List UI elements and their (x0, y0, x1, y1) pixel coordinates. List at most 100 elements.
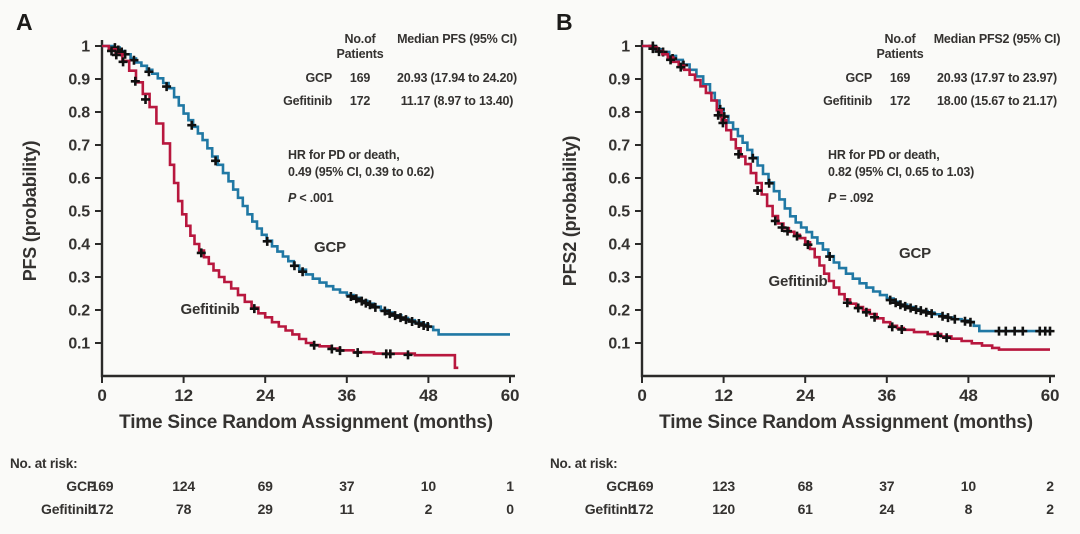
censor-mark-gefitinib (118, 57, 128, 67)
y-tick-label: 0.2 (68, 303, 90, 320)
panel-a: A10.90.80.70.60.50.40.30.20.10 12 24 36 48 60… (10, 9, 519, 517)
x-axis-title: Time Since Random Assignment (months) (119, 412, 493, 433)
censor-mark-gcp (938, 311, 948, 321)
censor-mark-gcp (346, 291, 356, 301)
censor-mark-gefitinib (734, 149, 744, 159)
censor-mark-gcp (895, 300, 905, 310)
censor-mark-gefitinib (676, 62, 686, 72)
hr-annotation-line: 0.82 (95% CI, 0.65 to 1.03) (828, 165, 974, 179)
censor-mark-gefitinib (353, 348, 363, 358)
censor-mark-gefitinib (861, 307, 871, 317)
censor-mark-gefitinib (783, 226, 793, 236)
km-curve-gefitinib (102, 44, 459, 370)
censor-mark-gefitinib (753, 186, 763, 196)
y-tick-label: 0.4 (68, 237, 90, 254)
stats-col1-header: Patients (876, 47, 923, 61)
axes (640, 40, 1055, 378)
censor-mark-gefitinib (777, 223, 787, 232)
censor-mark-gcp (396, 313, 406, 323)
at-risk-value: 11 (340, 501, 355, 517)
stats-row-median: 18.00 (15.67 to 21.17) (937, 94, 1057, 108)
censor-mark-gcp (129, 55, 139, 65)
y-axis-title: PFS2 (probability) (560, 136, 580, 287)
stats-row-name: GCP (846, 71, 873, 85)
stats-row-name: Gefitinib (823, 94, 872, 108)
stats-col1-header: Patients (336, 47, 383, 61)
censor-mark-gcp (365, 300, 375, 310)
at-risk-value: 37 (879, 478, 895, 494)
curve-label-gefitinib: Gefitinib (768, 273, 827, 290)
at-risk-value: 2 (1046, 478, 1054, 494)
censor-mark-gefitinib (327, 344, 337, 354)
censor-mark-gefitinib (842, 298, 852, 308)
censor-mark-gcp (891, 298, 901, 308)
censor-mark-gefitinib (853, 303, 863, 313)
p-value: P < .001 (288, 191, 334, 205)
censor-mark-gcp (900, 301, 910, 311)
censor-mark-gefitinib (385, 349, 395, 359)
censor-mark-gcp (1001, 326, 1011, 336)
stats-row-name: Gefitinib (283, 94, 332, 108)
censor-mark-gcp (414, 319, 424, 329)
censor-mark-gefitinib (654, 47, 664, 57)
km-curve-gcp (642, 44, 1050, 333)
censor-mark-gcp (921, 307, 931, 317)
at-risk-value: 2 (425, 501, 433, 517)
at-risk-value: 0 (506, 501, 514, 517)
curve-label-gcp: GCP (314, 239, 346, 256)
censor-mark-gcp (351, 294, 361, 304)
censor-mark-gefitinib (897, 324, 907, 334)
censor-mark-gcp (423, 322, 433, 331)
censor-mark-gcp (1018, 326, 1028, 336)
x-tick-label: 24 (796, 386, 815, 405)
censor-mark-gcp (906, 303, 916, 313)
censor-mark-gcp (401, 315, 411, 325)
y-tick-label: 1 (621, 39, 630, 56)
stats-row-n: 172 (890, 94, 911, 108)
y-tick-label: 0.5 (608, 204, 630, 221)
censor-mark-gefitinib (403, 350, 413, 360)
censor-mark-gefitinib (933, 331, 943, 341)
censor-mark-gefitinib (130, 76, 140, 86)
at-risk-value: 169 (91, 478, 114, 494)
at-risk-value: 8 (965, 501, 973, 517)
y-tick-label: 0.7 (608, 138, 630, 155)
censor-mark-gefitinib (111, 50, 121, 60)
at-risk-row-name: GCP (606, 478, 636, 494)
at-risk-value: 10 (421, 478, 437, 494)
censor-mark-gcp (764, 178, 774, 188)
x-tick-label: 60 (1041, 386, 1060, 405)
hr-annotation-line: HR for PD or death, (828, 148, 939, 162)
censor-mark-gcp (943, 313, 953, 323)
panel-letter: B (556, 9, 572, 35)
y-tick-label: 1 (81, 39, 90, 56)
y-tick-label: 0.6 (68, 171, 90, 188)
censor-mark-gcp (380, 306, 390, 316)
censor-mark-gefitinib (666, 55, 676, 65)
censor-mark-gcp (370, 302, 380, 312)
censor-mark-gefitinib (870, 312, 880, 322)
at-risk-title: No. at risk: (550, 456, 617, 471)
km-curve-gcp (102, 44, 510, 336)
hr-annotation-line: HR for PD or death, (288, 148, 399, 162)
y-tick-label: 0.7 (68, 138, 90, 155)
censor-mark-gcp (187, 120, 197, 130)
censor-mark-gcp (1010, 326, 1020, 336)
y-tick-label: 0.1 (608, 336, 630, 353)
censor-mark-gefitinib (196, 248, 206, 258)
x-tick-label: 24 (256, 386, 275, 405)
x-tick-label: 60 (501, 386, 520, 405)
x-tick-label: 12 (714, 386, 733, 405)
at-risk-value: 24 (879, 501, 895, 517)
at-risk-value: 1 (506, 478, 514, 494)
x-tick-label: 36 (878, 386, 897, 405)
y-tick-label: 0.6 (608, 171, 630, 188)
censor-mark-gefitinib (107, 46, 117, 56)
censor-mark-gefitinib (770, 216, 780, 226)
censor-mark-gefitinib (648, 44, 658, 54)
censor-mark-gefitinib (803, 240, 813, 250)
at-risk-value: 78 (176, 501, 192, 517)
censor-mark-gefitinib (887, 322, 897, 332)
